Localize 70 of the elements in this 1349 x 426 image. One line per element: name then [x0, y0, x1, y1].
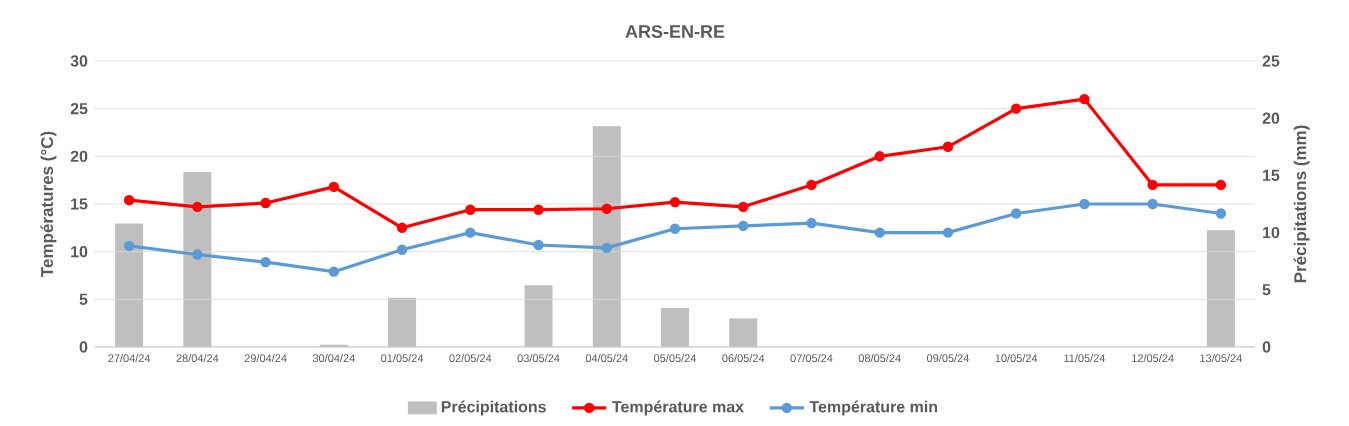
point — [1079, 93, 1090, 105]
point — [396, 222, 408, 234]
legend-label: Précipitations — [441, 400, 546, 416]
legend-label: Température min — [809, 400, 938, 416]
point — [601, 242, 612, 254]
point — [806, 217, 817, 229]
point — [806, 179, 817, 191]
point — [942, 227, 954, 238]
point — [874, 151, 885, 162]
x-tick-label: 29/04/24 — [244, 354, 287, 363]
point — [260, 197, 271, 209]
point — [601, 203, 612, 214]
x-tick-label: 10/05/24 — [995, 354, 1038, 363]
y-axis-title: Températures (°C) — [40, 131, 57, 277]
y2-tick-label: 15 — [1263, 169, 1280, 181]
y-tick-label: 25 — [70, 103, 88, 115]
y2-tick-label: 0 — [1262, 341, 1271, 353]
y-tick-label: 10 — [71, 246, 88, 258]
legend-label: Température max — [612, 400, 744, 416]
x-tick-label: 03/05/24 — [517, 354, 560, 363]
y-tick-label: 15 — [71, 198, 88, 210]
y-tick-label: 30 — [70, 55, 88, 67]
chart-title: ARS-EN-RE — [625, 25, 725, 38]
point — [669, 196, 681, 208]
point — [123, 194, 135, 206]
x-tick-label: 30/04/24 — [312, 354, 355, 363]
point — [1010, 208, 1022, 219]
x-tick-label: 06/05/24 — [722, 354, 765, 363]
point — [738, 201, 749, 213]
point — [1079, 198, 1090, 210]
y2-tick-label: 10 — [1263, 226, 1280, 239]
x-tick-label: 09/05/24 — [926, 354, 970, 363]
x-tick-label: 08/05/24 — [858, 354, 901, 363]
y2-tick-label: 25 — [1262, 55, 1280, 67]
y-tick-label: 20 — [70, 150, 88, 162]
point — [1010, 103, 1022, 114]
point — [465, 227, 476, 238]
point — [192, 249, 203, 260]
point — [396, 244, 408, 255]
x-tick-label: 12/05/24 — [1132, 354, 1174, 363]
point — [123, 240, 135, 252]
x-tick-label: 02/05/24 — [449, 354, 492, 363]
x-tick-label: 07/05/24 — [790, 354, 833, 363]
y-tick-label: 0 — [79, 341, 88, 353]
point — [874, 227, 885, 238]
y-tick-label: 5 — [79, 293, 88, 305]
x-tick-label: 04/05/24 — [585, 354, 628, 363]
x-tick-label: 01/05/24 — [381, 354, 424, 363]
point — [1147, 198, 1158, 210]
point — [669, 223, 681, 234]
point — [328, 266, 340, 277]
x-tick-label: 27/04/24 — [108, 354, 151, 363]
y2-axis-title: Précipitations (mm) — [1293, 125, 1310, 283]
y2-tick-label: 5 — [1262, 284, 1271, 296]
point — [260, 256, 271, 268]
point — [533, 239, 544, 251]
point — [1215, 179, 1227, 191]
point — [1215, 208, 1227, 219]
x-tick-label: 05/05/24 — [654, 354, 697, 363]
point — [192, 201, 203, 213]
point — [738, 220, 749, 232]
point — [533, 204, 544, 215]
x-tick-label: 13/05/24 — [1200, 354, 1242, 363]
point — [465, 204, 476, 215]
point — [942, 141, 954, 152]
x-tick-label: 28/04/24 — [176, 354, 219, 363]
point — [328, 181, 340, 193]
y2-tick-label: 20 — [1262, 112, 1280, 124]
x-tick-label: 11/05/24 — [1064, 354, 1106, 363]
point — [1147, 179, 1158, 191]
